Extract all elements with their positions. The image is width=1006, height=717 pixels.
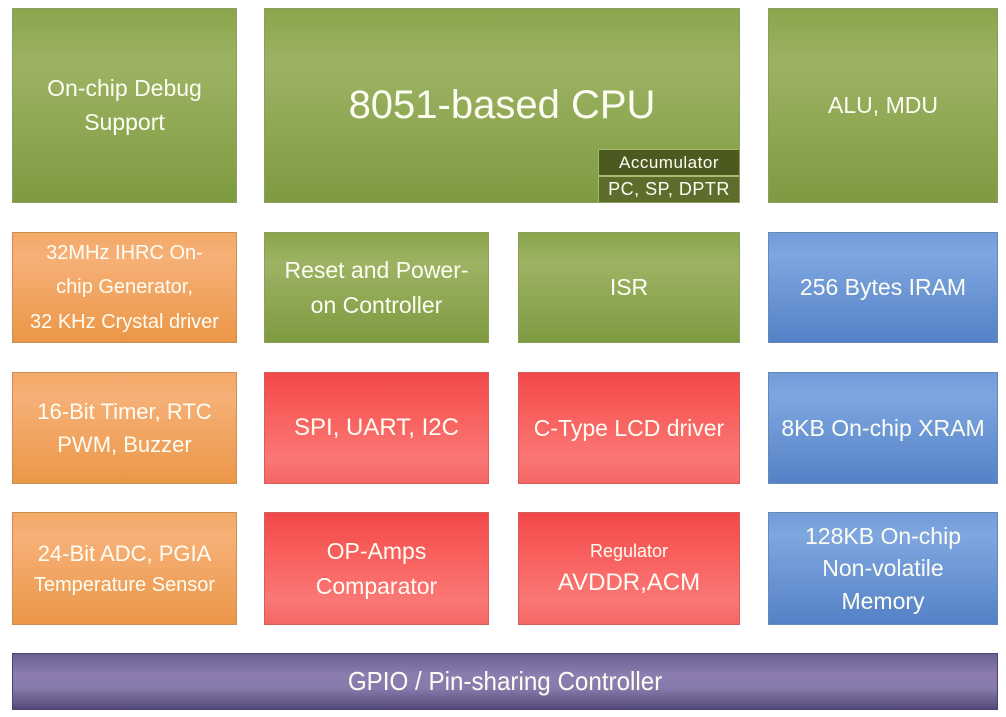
block-timer-rtc-pwm: 16-Bit Timer, RTC PWM, Buzzer [12,372,237,484]
block-reset-power-controller: Reset and Power- on Controller [264,232,489,343]
accumulator-label: Accumulator [619,152,719,172]
block-isr-label: ISR [609,274,649,300]
block-timer-rtc-pwm-label: 16-Bit Timer, RTC PWM, Buzzer [37,399,212,457]
block-xram: 8KB On-chip XRAM [768,372,998,484]
block-opamps-comparator-label: OP-Amps Comparator [315,538,438,599]
block-regulator: Regulator AVDDR,ACM [518,512,740,625]
block-lcd-driver-label: C-Type LCD driver [533,414,725,441]
block-serial-interfaces-label: SPI, UART, I2C [294,414,459,441]
block-adc-line2: Temperature Sensor [33,574,216,596]
block-iram-label: 256 Bytes IRAM [799,274,967,300]
block-xram-label: 8KB On-chip XRAM [781,414,985,441]
block-alu-mdu-label: ALU, MDU [828,92,938,118]
block-clock-generator: 32MHz IHRC On- chip Generator, 32 KHz Cr… [12,232,237,343]
bar-gpio-pin-sharing-controller: GPIO / Pin-sharing Controller [12,653,998,710]
block-nonvolatile-memory-label: 128KB On-chip Non-volatile Memory [805,522,961,614]
block-alu-mdu: ALU, MDU [768,8,998,203]
block-opamps-comparator: OP-Amps Comparator [264,512,489,625]
block-on-chip-debug: On-chip Debug Support [12,8,237,203]
registers-label: PC, SP, DPTR [608,179,730,199]
block-adc-line1: 24-Bit ADC, PGIA [37,541,212,566]
block-nonvolatile-memory: 128KB On-chip Non-volatile Memory [768,512,998,625]
block-adc-temp-sensor: 24-Bit ADC, PGIA Temperature Sensor [12,512,237,625]
cpu-register-box: Accumulator PC, SP, DPTR [598,149,739,202]
block-reset-power-controller-label: Reset and Power- on Controller [284,257,469,318]
block-isr: ISR [518,232,740,343]
registers-cell: PC, SP, DPTR [599,177,739,202]
block-regulator-line1: Regulator [589,541,669,562]
block-cpu: 8051-based CPU Accumulator PC, SP, DPTR [264,8,740,203]
block-on-chip-debug-label: On-chip Debug Support [47,75,202,135]
accumulator-cell: Accumulator [599,150,739,177]
block-lcd-driver: C-Type LCD driver [518,372,740,484]
bar-gpio-label: GPIO / Pin-sharing Controller [347,666,663,696]
block-iram: 256 Bytes IRAM [768,232,998,343]
block-serial-interfaces: SPI, UART, I2C [264,372,489,484]
block-regulator-line2: AVDDR,ACM [557,569,701,597]
cpu-title: 8051-based CPU [348,83,656,127]
block-clock-generator-label: 32MHz IHRC On- chip Generator, 32 KHz Cr… [30,241,219,333]
